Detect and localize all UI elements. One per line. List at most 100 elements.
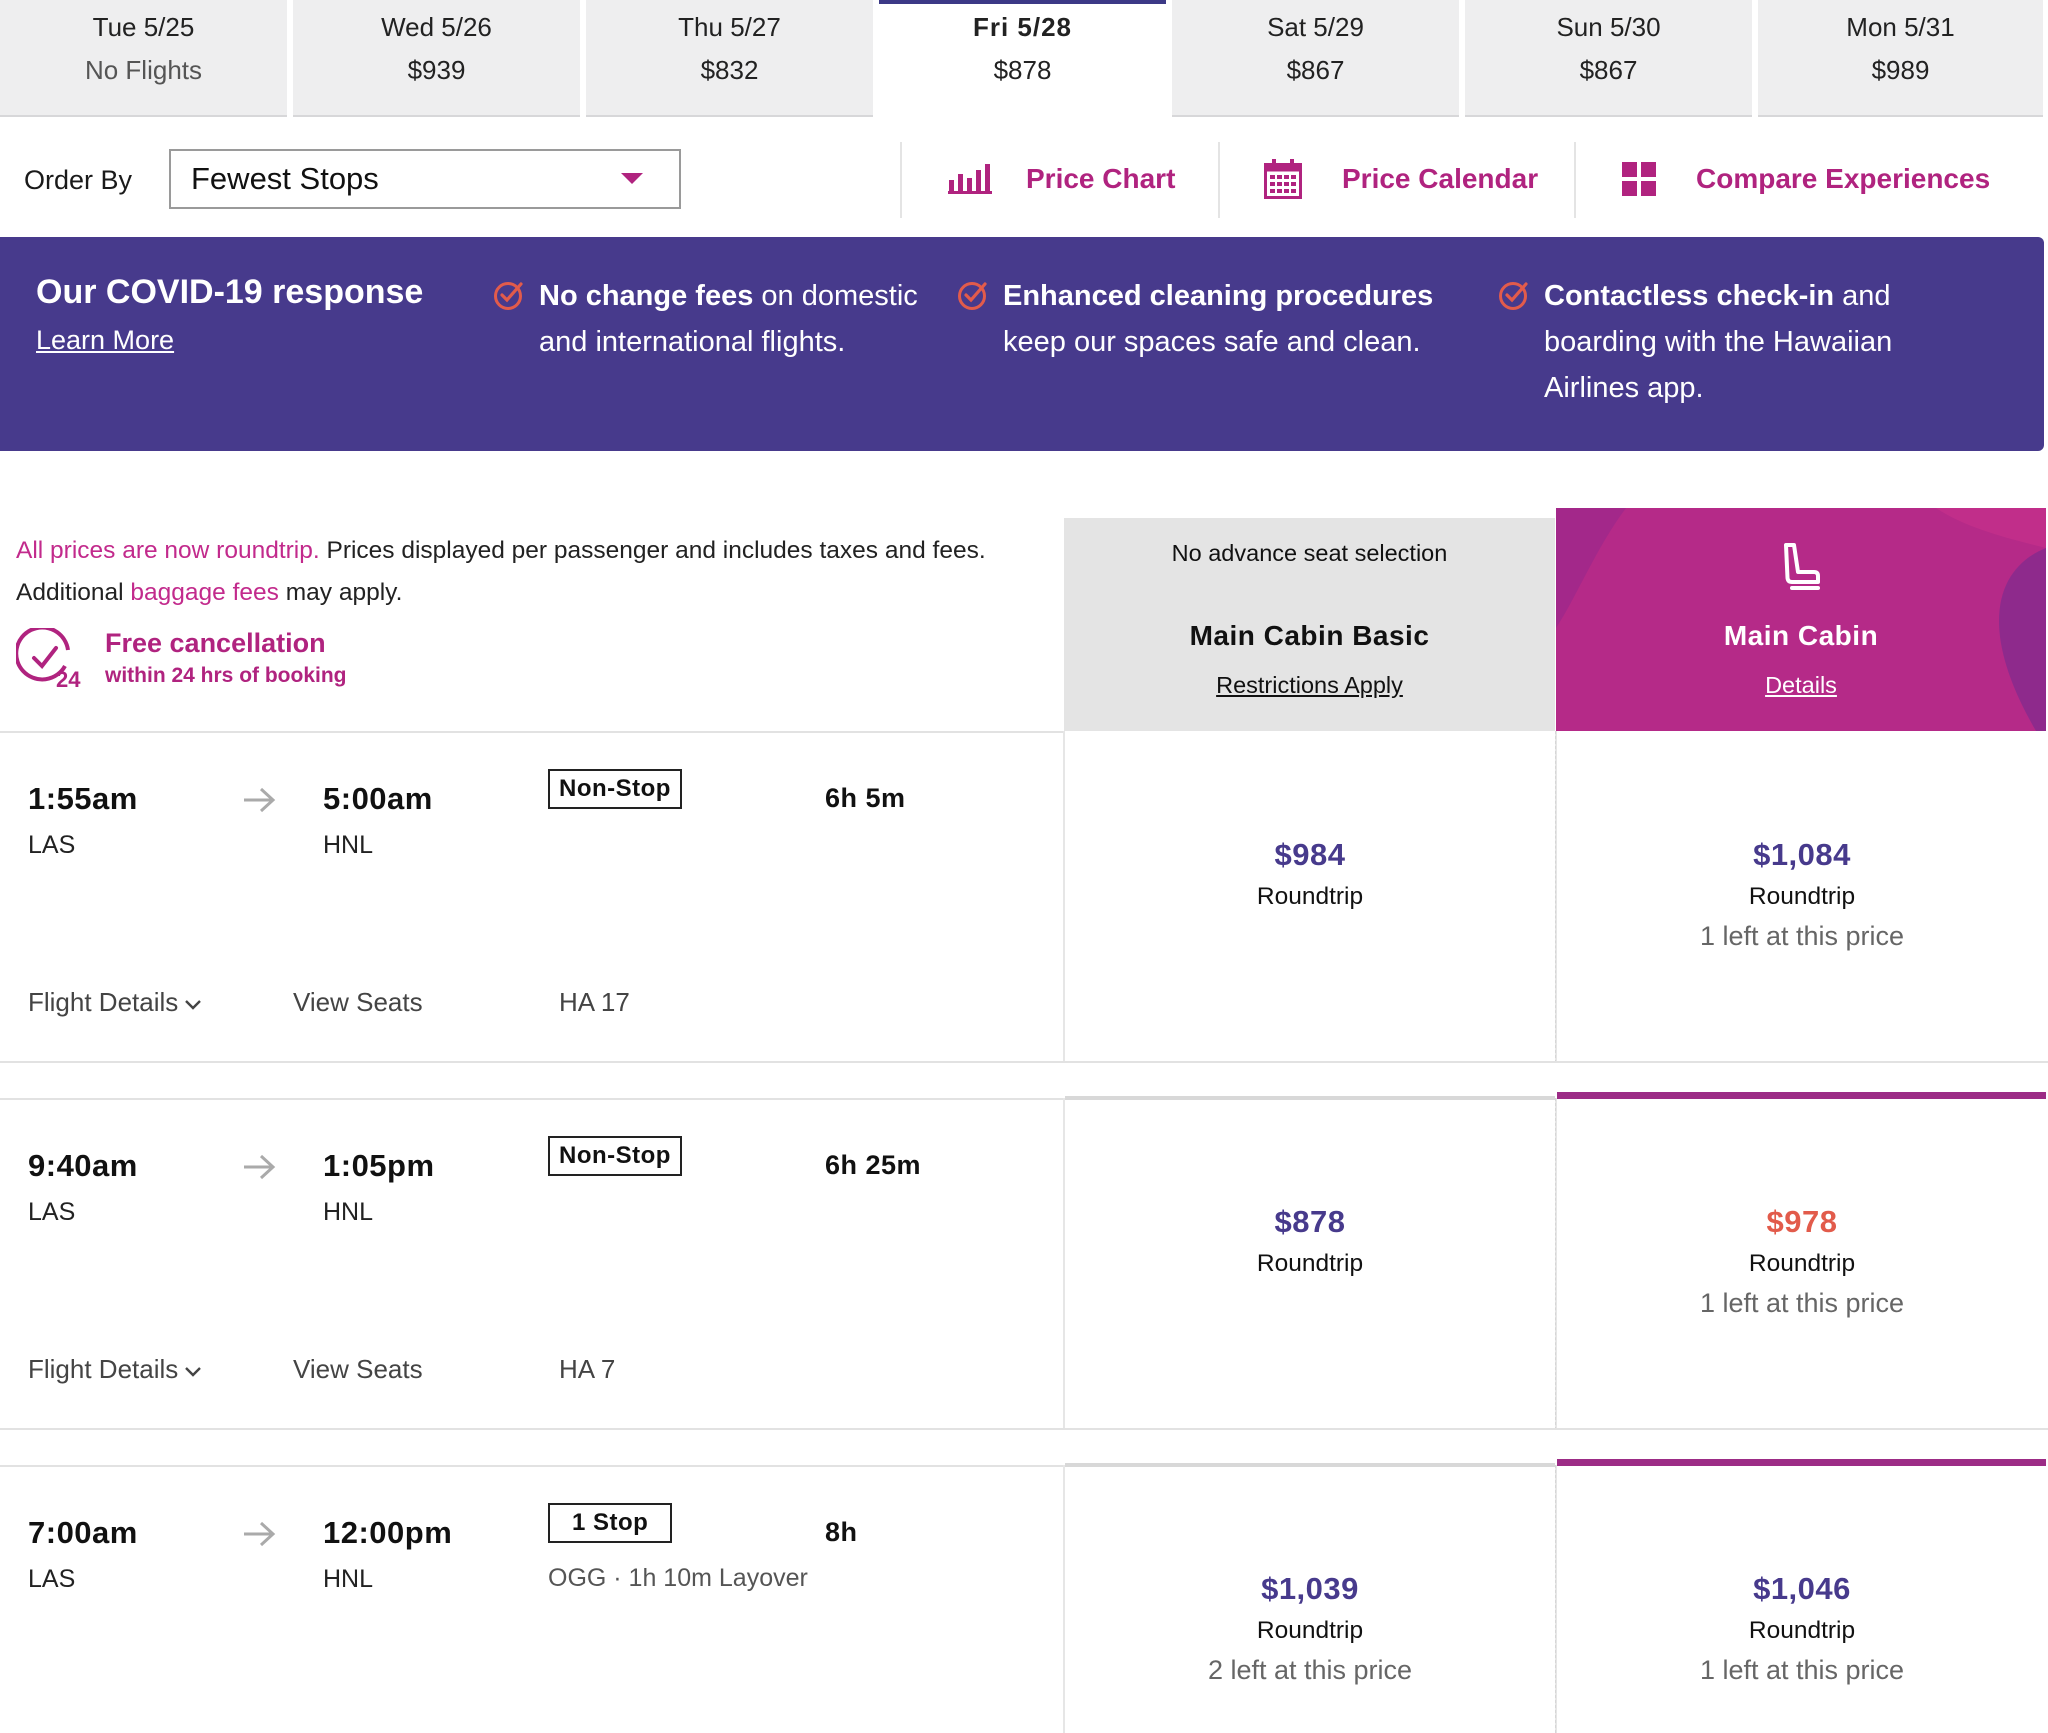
date-tab-day: Tue 5/25 (92, 12, 195, 42)
check-circle-icon (1498, 279, 1530, 325)
date-tab-price: No Flights (84, 55, 203, 85)
cabin-note: No advance seat selection (1171, 540, 1448, 566)
date-tab-day: Sun 5/30 (1556, 12, 1661, 42)
date-tab-price: $867 (1579, 55, 1638, 85)
seats-left-note: 2 left at this price (1207, 1655, 1413, 1685)
stops-badge: Non-Stop (548, 769, 682, 809)
covid-item-text: and boarding with the Hawaiian Airlines … (1544, 280, 1893, 404)
stops-badge: Non-Stop (548, 1136, 682, 1176)
departure-airport: LAS (28, 1565, 76, 1593)
cabin-name: Main Cabin (1723, 620, 1879, 651)
row-divider (0, 1061, 2048, 1063)
compare-experiences-label: Compare Experiences (1696, 163, 1991, 194)
pricing-info: All prices are now roundtrip. Prices dis… (16, 530, 1046, 614)
fare-main-cabin-basic[interactable]: $878 Roundtrip (1065, 1202, 1555, 1284)
date-tabs: Tue 5/25 No Flights Wed 5/26 $939 Thu 5/… (0, 0, 2048, 117)
date-tab-day: Thu 5/27 (678, 12, 781, 42)
date-tab-sun-5-30[interactable]: Sun 5/30 $867 (1465, 0, 1752, 117)
row-divider (0, 1465, 1064, 1467)
date-tab-mon-5-31[interactable]: Mon 5/31 $989 (1758, 0, 2043, 117)
flight-details-toggle[interactable]: Flight Details (28, 987, 202, 1018)
date-tab-day: Wed 5/26 (381, 12, 492, 42)
arrival-airport: HNL (323, 831, 374, 859)
arrival-airport: HNL (323, 1198, 374, 1226)
toolbar-divider (1574, 142, 1576, 218)
date-tab-day: Sat 5/29 (1267, 12, 1364, 42)
covid-item-text: on domestic and international flights. (539, 280, 918, 358)
flight-details-toggle[interactable]: Flight Details (28, 1354, 202, 1385)
compare-experiences-button[interactable]: Compare Experiences (1622, 157, 1990, 201)
fare-main-cabin-basic[interactable]: $1,039 Roundtrip 2 left at this price (1065, 1569, 1555, 1689)
roundtrip-note-link[interactable]: All prices are now roundtrip. (16, 537, 320, 564)
order-by-select[interactable]: Fewest Stops (169, 149, 681, 209)
flight-row: 9:40am 1:05pm LAS HNL Non-Stop 6h 25m Fl… (0, 1092, 2048, 1430)
seats-left-note: 1 left at this price (1699, 921, 1905, 951)
fare-main-cabin[interactable]: $1,046 Roundtrip 1 left at this price (1557, 1569, 2047, 1689)
covid-item-contactless: Contactless check-in and boarding with t… (1499, 273, 1974, 411)
baggage-fees-link[interactable]: baggage fees (130, 579, 279, 606)
toolbar-divider (1218, 142, 1220, 218)
fare-price: $1,046 (1753, 1571, 1851, 1606)
row-divider (0, 1098, 1064, 1100)
arrival-time: 5:00am (323, 781, 433, 816)
departure-time: 9:40am (28, 1148, 138, 1183)
date-tab-fri-5-28[interactable]: Fri 5/28 $878 (879, 0, 1166, 117)
date-tab-price: $939 (407, 55, 466, 85)
view-seats-link[interactable]: View Seats (293, 987, 423, 1017)
fare-main-cabin[interactable]: $978 Roundtrip 1 left at this price (1557, 1202, 2047, 1322)
grid-icon (1622, 162, 1656, 196)
seats-left-note: 1 left at this price (1699, 1288, 1905, 1318)
learn-more-link[interactable]: Learn More (36, 325, 175, 355)
may-apply-text: may apply. (278, 579, 403, 606)
column-divider (1063, 1465, 1065, 1733)
fare-column-accent (1065, 1096, 1555, 1100)
cabin-name: Main Cabin Basic (1189, 620, 1430, 651)
flight-number: HA 17 (559, 987, 630, 1017)
covid-item-enhanced-cleaning: Enhanced cleaning procedures keep our sp… (958, 273, 1483, 365)
flight-row: 1:55am 5:00am LAS HNL Non-Stop 6h 5m Fli… (0, 731, 2048, 1063)
row-divider (0, 731, 1064, 733)
price-chart-button[interactable]: Price Chart (948, 157, 1175, 201)
view-seats-link[interactable]: View Seats (293, 1354, 423, 1384)
date-tab-tue-5-25[interactable]: Tue 5/25 No Flights (0, 0, 287, 117)
column-divider (1063, 1098, 1065, 1430)
restrictions-apply-link[interactable]: Restrictions Apply (1216, 672, 1403, 698)
covid-item-no-change-fees: No change fees on domestic and internati… (494, 273, 919, 365)
covid-item-bold: No change fees (539, 280, 754, 312)
clock-24-icon: 24 (14, 625, 92, 695)
date-tab-price: $832 (700, 55, 759, 85)
price-chart-label: Price Chart (1026, 163, 1176, 194)
order-by-label: Order By (24, 165, 133, 195)
date-tab-thu-5-27[interactable]: Thu 5/27 $832 (586, 0, 873, 117)
flight-duration: 6h 25m (825, 1150, 922, 1180)
calendar-icon (1264, 159, 1302, 199)
price-calendar-button[interactable]: Price Calendar (1264, 157, 1538, 201)
arrival-airport: HNL (323, 1565, 374, 1593)
price-calendar-label: Price Calendar (1342, 163, 1539, 194)
departure-time: 1:55am (28, 781, 138, 816)
arrival-time: 1:05pm (323, 1148, 435, 1183)
fare-type: Roundtrip (1256, 883, 1364, 910)
date-tab-price: $867 (1286, 55, 1345, 85)
arrow-right-icon (242, 1154, 276, 1185)
fare-main-cabin[interactable]: $1,084 Roundtrip 1 left at this price (1557, 835, 2047, 955)
covid-item-bold: Contactless check-in (1544, 280, 1835, 312)
seat-icon (1780, 542, 1822, 599)
layover-info: OGG · 1h 10m Layover (548, 1564, 808, 1592)
stops-badge: 1 Stop (548, 1503, 673, 1543)
check-circle-icon (957, 279, 989, 325)
fare-price: $1,084 (1753, 837, 1851, 872)
clock-24-label: 24 (56, 667, 81, 690)
fare-type: Roundtrip (1748, 1250, 1856, 1277)
order-by-value: Fewest Stops (191, 161, 379, 196)
chevron-down-icon (184, 987, 202, 1018)
departure-time: 7:00am (28, 1515, 138, 1550)
date-tab-wed-5-26[interactable]: Wed 5/26 $939 (293, 0, 580, 117)
prices-note: Prices displayed per passenger and inclu… (319, 537, 986, 564)
date-tab-sat-5-29[interactable]: Sat 5/29 $867 (1172, 0, 1459, 117)
fare-main-cabin-basic[interactable]: $984 Roundtrip (1065, 835, 1555, 917)
seats-left-note: 1 left at this price (1699, 1655, 1905, 1685)
date-tab-day: Mon 5/31 (1846, 12, 1955, 42)
cabin-details-link[interactable]: Details (1765, 672, 1837, 698)
fare-type: Roundtrip (1748, 1617, 1856, 1644)
